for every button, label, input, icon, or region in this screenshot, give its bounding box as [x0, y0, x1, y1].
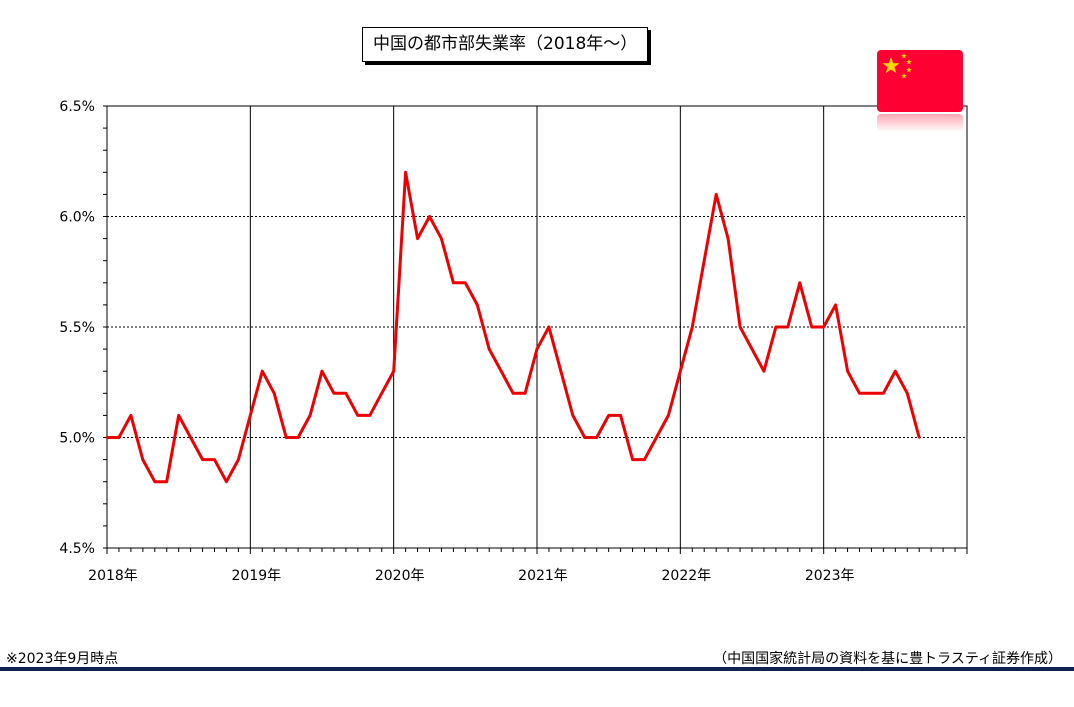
- data-point: [691, 325, 694, 329]
- data-point: [810, 325, 813, 329]
- data-point: [129, 414, 133, 417]
- x-tick-label: 2023年: [805, 568, 855, 584]
- data-point: [332, 392, 336, 395]
- data-point: [679, 370, 682, 373]
- data-point: [392, 370, 395, 373]
- x-axis-labels: 2018年 2019年 2020年 2021年 2022年 2023年: [88, 568, 854, 584]
- data-point: [416, 237, 419, 240]
- y-axis-labels: 4.5% 5.0% 5.5% 6.0% 6.5%: [59, 99, 95, 557]
- data-point: [667, 414, 670, 417]
- flag-small-star: [901, 53, 907, 59]
- data-point: [380, 392, 383, 395]
- flag-large-star: [882, 57, 900, 74]
- data-point: [511, 392, 515, 395]
- flag-reflection: [877, 114, 963, 132]
- footnote-date: ※2023年9月時点: [6, 651, 119, 667]
- chart-title: 中国の都市部失業率（2018年～）: [362, 27, 649, 62]
- data-point: [906, 392, 909, 395]
- data-point: [583, 436, 586, 439]
- data-point: [237, 458, 240, 461]
- data-point: [440, 237, 443, 240]
- data-point: [296, 436, 300, 439]
- x-tick-label: 2018年: [88, 568, 138, 584]
- data-point: [750, 347, 754, 351]
- x-tick-label: 2020年: [375, 568, 425, 584]
- footer-divider: [0, 667, 1074, 671]
- data-point: [619, 414, 622, 417]
- data-point: [308, 414, 312, 417]
- x-tick-label: 2021年: [518, 568, 568, 584]
- data-point: [404, 171, 407, 174]
- data-point: [153, 480, 156, 483]
- data-point: [607, 414, 610, 417]
- data-point: [452, 281, 455, 284]
- data-point: [177, 414, 180, 417]
- y-tick-label: 5.5%: [59, 320, 95, 336]
- data-point: [822, 325, 825, 329]
- data-point: [714, 193, 718, 196]
- footnote-source: （中国国家統計局の資料を基に豊トラスティ証券作成）: [713, 651, 1062, 667]
- data-point: [356, 414, 360, 417]
- data-point: [738, 325, 742, 329]
- data-point: [368, 414, 371, 417]
- x-tick-label: 2019年: [232, 568, 282, 584]
- y-tick-label: 5.0%: [59, 431, 95, 447]
- series: [105, 170, 921, 484]
- data-point: [882, 392, 885, 395]
- data-point: [213, 458, 216, 461]
- data-point: [273, 392, 276, 395]
- data-point: [631, 458, 634, 461]
- data-point: [894, 370, 897, 373]
- axis-ticks: [103, 105, 968, 554]
- data-point: [774, 325, 778, 329]
- data-point: [918, 436, 921, 439]
- data-point: [858, 392, 861, 395]
- data-point: [846, 370, 849, 373]
- data-point: [726, 237, 730, 240]
- flag-small-star: [906, 59, 912, 65]
- data-point: [476, 303, 479, 307]
- data-point: [165, 480, 168, 483]
- y-tick-label: 4.5%: [59, 541, 95, 557]
- data-point: [762, 370, 766, 373]
- data-point: [870, 392, 873, 395]
- data-point: [189, 436, 192, 439]
- data-point: [547, 325, 551, 329]
- data-point: [703, 259, 706, 262]
- data-point: [344, 392, 348, 395]
- data-point: [488, 347, 491, 351]
- grid: [107, 106, 967, 548]
- data-point: [834, 303, 837, 307]
- y-tick-label: 6.0%: [59, 210, 95, 226]
- data-point: [798, 281, 801, 284]
- data-point: [105, 436, 109, 439]
- data-point: [261, 370, 264, 373]
- data-point: [786, 325, 790, 329]
- data-point: [595, 436, 598, 439]
- flag-small-star: [906, 67, 912, 73]
- y-tick-label: 6.5%: [59, 99, 95, 115]
- data-point: [523, 392, 527, 395]
- data-point: [499, 370, 503, 373]
- data-point: [559, 370, 563, 373]
- data-point: [284, 436, 288, 439]
- data-point: [225, 480, 228, 483]
- data-point: [249, 414, 252, 417]
- data-point: [643, 458, 646, 461]
- china-flag-icon: [877, 50, 963, 112]
- data-point: [141, 458, 145, 461]
- x-tick-label: 2022年: [662, 568, 712, 584]
- data-point: [117, 436, 121, 439]
- data-point: [655, 436, 658, 439]
- data-point: [464, 281, 467, 284]
- data-point: [201, 458, 204, 461]
- flag-small-star: [901, 73, 907, 79]
- data-point: [571, 414, 575, 417]
- data-point: [535, 347, 539, 351]
- data-point: [428, 215, 431, 218]
- data-point: [320, 370, 324, 373]
